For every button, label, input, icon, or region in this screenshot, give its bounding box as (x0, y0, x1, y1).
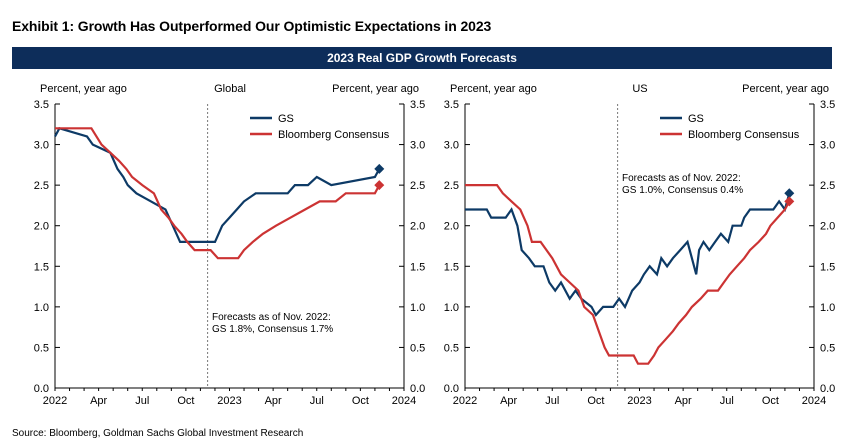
chart-banner: 2023 Real GDP Growth Forecasts (12, 47, 832, 69)
y-tick-label-right: 2.5 (410, 180, 425, 192)
y-tick-label-left: 2.5 (444, 180, 459, 192)
panel-title: US (632, 83, 647, 95)
y-tick-label-right: 2.0 (820, 221, 835, 233)
series-line-consensus (55, 127, 381, 260)
y-tick-label-right: 0.5 (410, 342, 425, 354)
x-tick-label: Apr (500, 395, 517, 407)
y-tick-label-left: 2.0 (34, 221, 49, 233)
y-tick-label-left: 3.5 (34, 99, 49, 111)
series-end-marker-gs (784, 188, 795, 199)
series-line-gs (465, 193, 791, 317)
y-axis-title-left: Percent, year ago (450, 83, 537, 95)
y-tick-label-right: 3.0 (820, 140, 835, 152)
series-end-marker-consensus (784, 196, 795, 207)
x-tick-label: Jul (545, 395, 559, 407)
y-axis-title-left: Percent, year ago (40, 83, 127, 95)
y-tick-label-left: 1.5 (34, 261, 49, 273)
x-tick-label: 2022 (453, 395, 477, 407)
forecast-annotation-line: GS 1.8%, Consensus 1.7% (212, 324, 333, 335)
x-tick-label: Oct (587, 395, 604, 407)
x-tick-label: Jul (720, 395, 734, 407)
x-tick-label: Oct (352, 395, 369, 407)
y-tick-label-right: 1.0 (820, 302, 835, 314)
forecast-annotation-line: Forecasts as of Nov. 2022: (622, 173, 741, 184)
chart-panel-us: 0.0 0.0 0.5 0.5 1.0 1.0 1.5 1.5 2.0 2.0 2.5 2.5 3.0 3… (444, 83, 836, 407)
x-tick-label: 2023 (217, 395, 241, 407)
y-tick-label-left: 1.0 (34, 302, 49, 314)
forecast-annotation-line: GS 1.0%, Consensus 0.4% (622, 185, 743, 196)
chart-panel-global: 0.0 0.0 0.5 0.5 1.0 1.0 1.5 1.5 2.0 2.0 2.5 2.5 3.0 3… (34, 83, 426, 407)
x-tick-label: Jul (135, 395, 149, 407)
series-line-consensus (465, 184, 791, 365)
y-tick-label-right: 2.0 (410, 221, 425, 233)
y-axis-title-right: Percent, year ago (742, 83, 829, 95)
y-tick-label-left: 0.5 (34, 342, 49, 354)
y-tick-label-left: 3.5 (444, 99, 459, 111)
x-tick-label: 2023 (627, 395, 651, 407)
source-note: Source: Bloomberg, Goldman Sachs Global … (12, 428, 304, 439)
y-tick-label-left: 2.5 (34, 180, 49, 192)
panel-title: Global (214, 83, 246, 95)
x-tick-label: Apr (90, 395, 107, 407)
exhibit-title: Exhibit 1: Growth Has Outperformed Our O… (12, 18, 492, 34)
x-tick-label: 2024 (802, 395, 826, 407)
series-end-marker-gs (374, 163, 385, 174)
x-tick-label: Jul (310, 395, 324, 407)
y-tick-label-right: 3.0 (410, 140, 425, 152)
x-tick-label: 2024 (392, 395, 416, 407)
y-tick-label-right: 1.5 (820, 261, 835, 273)
series-line-gs (54, 126, 381, 243)
legend-label-gs: GS (278, 113, 294, 125)
series-end-marker-consensus (374, 180, 385, 191)
y-axis-title-right: Percent, year ago (332, 83, 419, 95)
legend-label-gs: GS (688, 113, 704, 125)
y-tick-label-right: 1.0 (410, 302, 425, 314)
y-tick-label-left: 0.0 (444, 383, 459, 395)
y-tick-label-right: 0.0 (410, 383, 425, 395)
y-tick-label-left: 3.0 (34, 140, 49, 152)
y-tick-label-left: 2.0 (444, 221, 459, 233)
y-tick-label-right: 3.5 (410, 99, 425, 111)
y-tick-label-left: 3.0 (444, 140, 459, 152)
x-tick-label: Apr (675, 395, 692, 407)
y-tick-label-left: 0.5 (444, 342, 459, 354)
y-tick-label-right: 3.5 (820, 99, 835, 111)
legend-label-consensus: Bloomberg Consensus (688, 129, 800, 141)
y-tick-label-right: 1.5 (410, 261, 425, 273)
x-tick-label: Apr (265, 395, 282, 407)
y-tick-label-right: 0.0 (820, 383, 835, 395)
x-tick-label: 2022 (43, 395, 67, 407)
y-tick-label-right: 0.5 (820, 342, 835, 354)
legend-label-consensus: Bloomberg Consensus (278, 129, 390, 141)
y-tick-label-left: 1.5 (444, 261, 459, 273)
y-tick-label-left: 0.0 (34, 383, 49, 395)
y-tick-label-right: 2.5 (820, 180, 835, 192)
forecast-annotation-line: Forecasts as of Nov. 2022: (212, 312, 331, 323)
x-tick-label: Oct (177, 395, 194, 407)
x-tick-label: Oct (762, 395, 779, 407)
y-tick-label-left: 1.0 (444, 302, 459, 314)
